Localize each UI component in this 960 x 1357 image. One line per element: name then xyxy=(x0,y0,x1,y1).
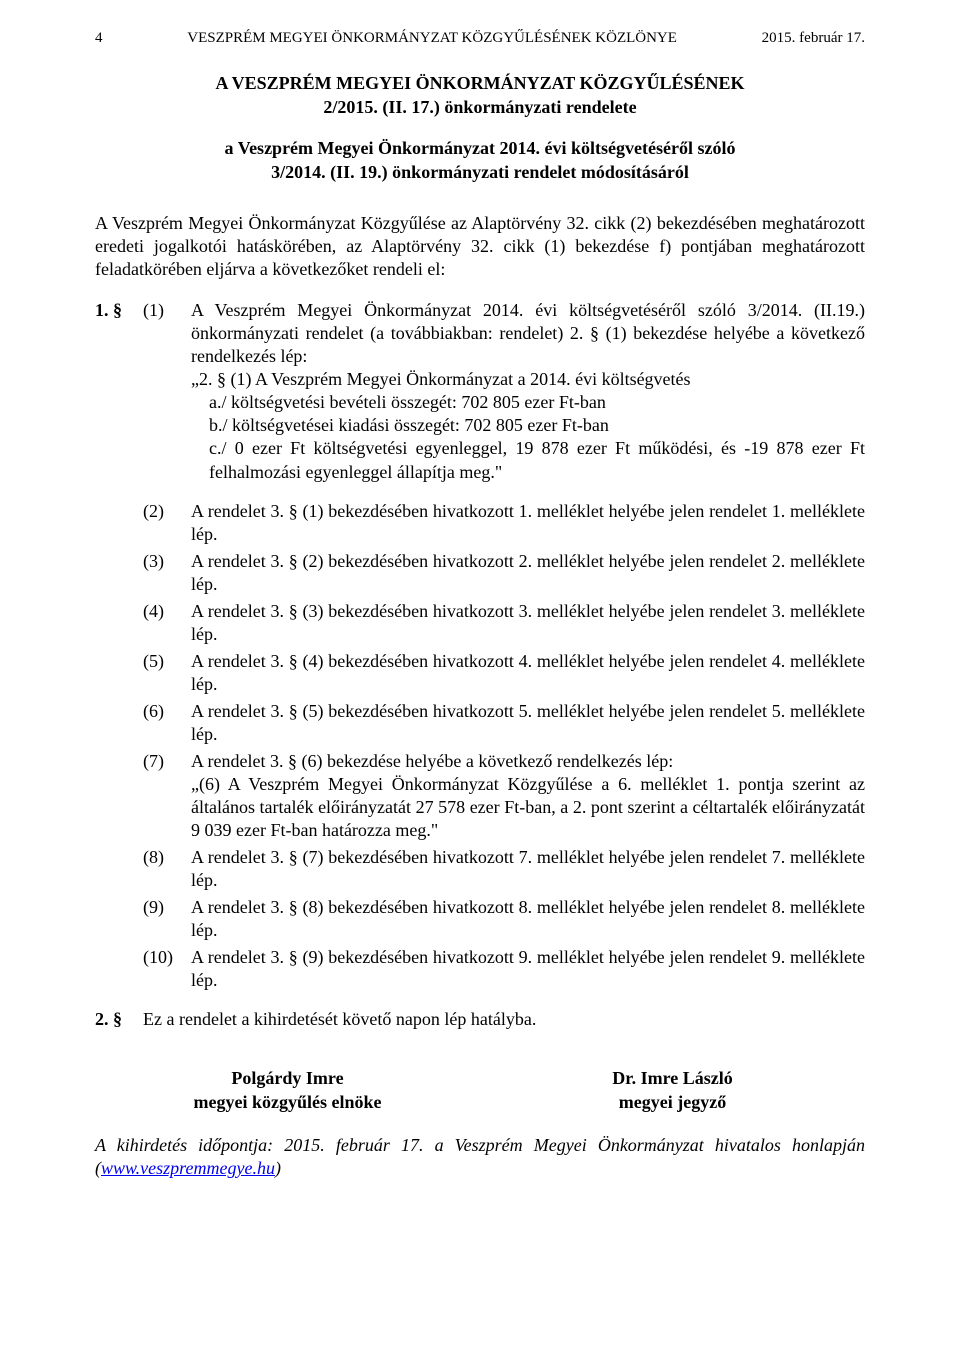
section-1: 1. § (1) A Veszprém Megyei Önkormányzat … xyxy=(95,299,865,483)
promulgation-link[interactable]: www.veszpremmegye.hu xyxy=(101,1158,275,1178)
signer-title: megyei jegyző xyxy=(499,1091,846,1114)
section-2: 2. § Ez a rendelet a kihirdetését követő… xyxy=(95,1008,865,1031)
paragraph-body: A rendelet 3. § (2) bekezdésében hivatko… xyxy=(191,550,865,596)
para1-intro: A Veszprém Megyei Önkormányzat 2014. évi… xyxy=(191,300,865,366)
paragraph-row: (5)A rendelet 3. § (4) bekezdésében hiva… xyxy=(143,650,865,696)
signer-title: megyei közgyűlés elnöke xyxy=(114,1091,461,1114)
section-2-body: Ez a rendelet a kihirdetését követő napo… xyxy=(143,1008,865,1031)
paragraph-body: A rendelet 3. § (9) bekezdésében hivatko… xyxy=(191,946,865,992)
paragraph-number: (8) xyxy=(143,846,191,892)
para1-item-c: c./ 0 ezer Ft költségvetési egyenleggel,… xyxy=(191,437,865,483)
paragraph-number: (2) xyxy=(143,500,191,546)
paragraph-body: A rendelet 3. § (3) bekezdésében hivatko… xyxy=(191,600,865,646)
paragraph-row: (6)A rendelet 3. § (5) bekezdésében hiva… xyxy=(143,700,865,746)
paragraph-number: (3) xyxy=(143,550,191,596)
signer-name: Polgárdy Imre xyxy=(114,1067,461,1090)
document-title: A VESZPRÉM MEGYEI ÖNKORMÁNYZAT KÖZGYŰLÉS… xyxy=(95,71,865,120)
document-subtitle: a Veszprém Megyei Önkormányzat 2014. évi… xyxy=(95,136,865,185)
paragraph-number: (5) xyxy=(143,650,191,696)
signature-left: Polgárdy Imre megyei közgyűlés elnöke xyxy=(114,1067,461,1114)
subtitle-line-2: 3/2014. (II. 19.) önkormányzati rendelet… xyxy=(95,160,865,184)
signature-block: Polgárdy Imre megyei közgyűlés elnöke Dr… xyxy=(95,1067,865,1114)
paragraph-body: A rendelet 3. § (4) bekezdésében hivatko… xyxy=(191,650,865,696)
signature-right: Dr. Imre László megyei jegyző xyxy=(499,1067,846,1114)
paragraph-number: (10) xyxy=(143,946,191,992)
paragraph-number: (1) xyxy=(143,299,191,483)
title-line-2: 2/2015. (II. 17.) önkormányzati rendelet… xyxy=(95,95,865,119)
paragraph-body: A rendelet 3. § (5) bekezdésében hivatko… xyxy=(191,700,865,746)
paragraph-number: (9) xyxy=(143,896,191,942)
section-number: 1. § xyxy=(95,299,143,483)
paragraph-body: A rendelet 3. § (7) bekezdésében hivatko… xyxy=(191,846,865,892)
para1-item-b: b./ költségvetései kiadási összegét: 702… xyxy=(191,414,865,437)
promulgation-line: A kihirdetés időpontja: 2015. február 17… xyxy=(95,1134,865,1180)
header-title: VESZPRÉM MEGYEI ÖNKORMÁNYZAT KÖZGYŰLÉSÉN… xyxy=(187,30,677,47)
running-header: 4 VESZPRÉM MEGYEI ÖNKORMÁNYZAT KÖZGYŰLÉS… xyxy=(95,30,865,47)
para1-quote: „2. § (1) A Veszprém Megyei Önkormányzat… xyxy=(191,368,865,391)
preamble-text: A Veszprém Megyei Önkormányzat Közgyűlés… xyxy=(95,212,865,281)
header-date: 2015. február 17. xyxy=(762,30,865,47)
signer-name: Dr. Imre László xyxy=(499,1067,846,1090)
paragraph-number: (6) xyxy=(143,700,191,746)
paragraph-row: (9)A rendelet 3. § (8) bekezdésében hiva… xyxy=(143,896,865,942)
section-number: 2. § xyxy=(95,1008,143,1031)
paragraph-row: (8)A rendelet 3. § (7) bekezdésében hiva… xyxy=(143,846,865,892)
title-line-1: A VESZPRÉM MEGYEI ÖNKORMÁNYZAT KÖZGYŰLÉS… xyxy=(95,71,865,95)
subtitle-line-1: a Veszprém Megyei Önkormányzat 2014. évi… xyxy=(95,136,865,160)
paragraph-row: (3)A rendelet 3. § (2) bekezdésében hiva… xyxy=(143,550,865,596)
paragraph-row: (10)A rendelet 3. § (9) bekezdésében hiv… xyxy=(143,946,865,992)
paragraph-body: A rendelet 3. § (8) bekezdésében hivatko… xyxy=(191,896,865,942)
paragraph-row: (4)A rendelet 3. § (3) bekezdésében hiva… xyxy=(143,600,865,646)
paragraph-row: (7)A rendelet 3. § (6) bekezdése helyébe… xyxy=(143,750,865,842)
paragraph-number: (4) xyxy=(143,600,191,646)
paragraph-number: (7) xyxy=(143,750,191,842)
paragraph-body: A rendelet 3. § (6) bekezdése helyébe a … xyxy=(191,750,865,842)
paragraph-body: A Veszprém Megyei Önkormányzat 2014. évi… xyxy=(191,299,865,483)
page-number: 4 xyxy=(95,30,103,47)
para1-item-a: a./ költségvetési bevételi összegét: 702… xyxy=(191,391,865,414)
paragraph-row: (2)A rendelet 3. § (1) bekezdésében hiva… xyxy=(143,500,865,546)
promulgation-suffix: ) xyxy=(275,1158,281,1178)
paragraph-body: A rendelet 3. § (1) bekezdésében hivatko… xyxy=(191,500,865,546)
